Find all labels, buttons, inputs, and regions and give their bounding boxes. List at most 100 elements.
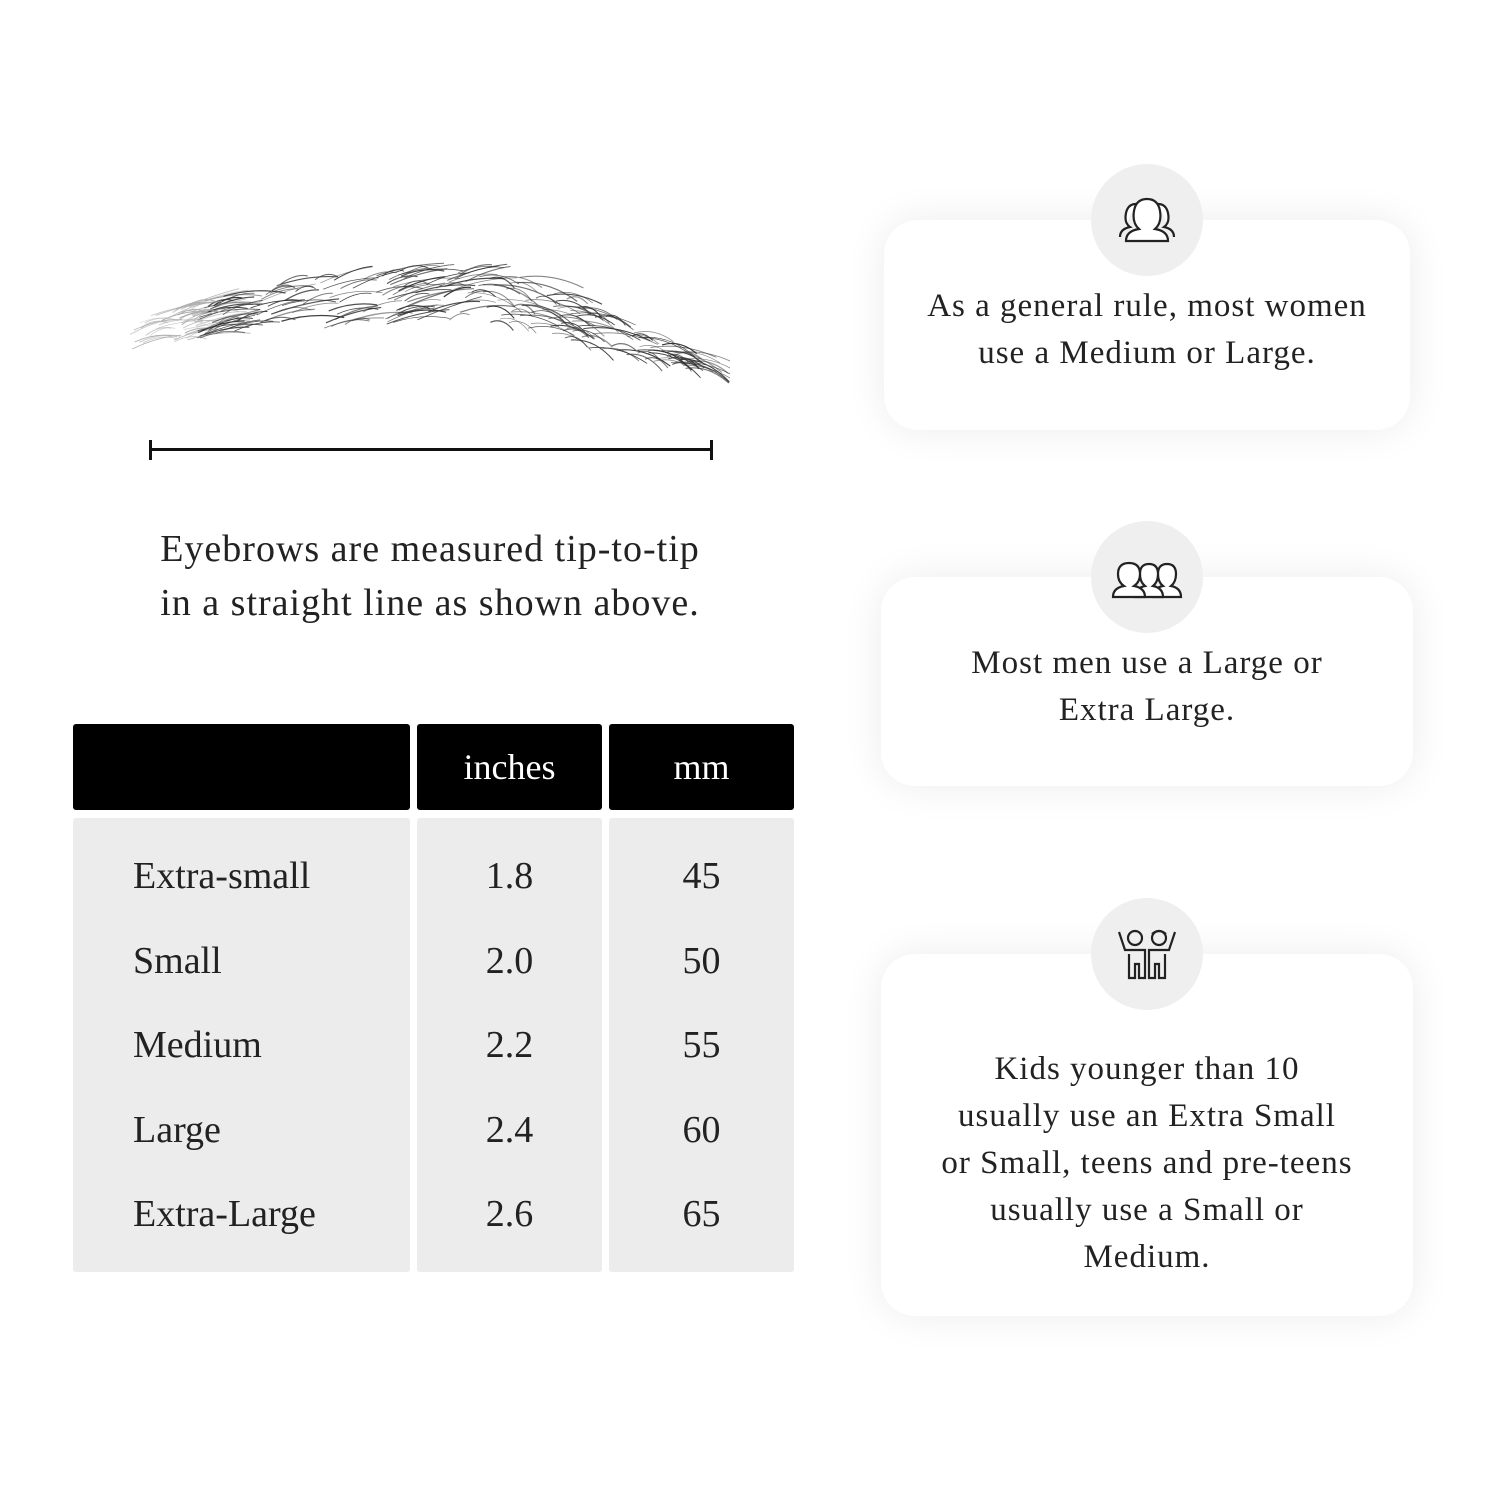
eyebrow-hair — [672, 351, 721, 364]
eyebrow-hair — [570, 312, 636, 326]
eyebrow-hair — [403, 264, 455, 279]
eyebrow-hair — [150, 327, 176, 336]
eyebrow-hair — [197, 299, 263, 321]
eyebrow-hair — [489, 276, 515, 289]
eyebrow-hair — [393, 282, 446, 301]
eyebrow-hair — [397, 268, 464, 276]
eyebrow-hair — [407, 288, 474, 303]
header-inches: inches — [417, 724, 602, 810]
eyebrow-hair — [404, 292, 430, 302]
eyebrow-hair — [471, 289, 496, 298]
eyebrow-hair — [398, 305, 436, 314]
eyebrow-hair — [325, 306, 382, 324]
eyebrow-hair — [530, 322, 578, 340]
eyebrow-hair — [486, 305, 515, 319]
eyebrow-hair — [142, 336, 179, 344]
eyebrow-hair — [459, 304, 516, 313]
eyebrow-hair — [222, 304, 253, 315]
eyebrow-hair — [403, 304, 445, 315]
eyebrow-hair — [454, 277, 517, 290]
cell-mm: 65 — [682, 1193, 721, 1236]
cell-size: Extra-small — [133, 855, 311, 898]
eyebrow-hair — [655, 357, 714, 373]
eyebrow-hair — [179, 311, 204, 321]
eyebrow-hair — [519, 275, 584, 289]
measurement-line-start — [149, 440, 152, 460]
eyebrow-hair — [203, 301, 264, 309]
eyebrow-hair — [638, 337, 701, 363]
eyebrow-hair — [510, 311, 575, 330]
eyebrow-hair — [344, 317, 370, 325]
eyebrow-hair — [546, 293, 603, 305]
tip-text: As a general rule, most women use a Medi… — [927, 288, 1367, 371]
eyebrow-hair — [129, 319, 171, 336]
inches-column: 1.8 2.0 2.2 2.4 2.6 — [417, 818, 602, 1272]
eyebrow-hair — [458, 266, 505, 274]
eyebrow-hair — [320, 266, 373, 284]
icon-circle — [1091, 521, 1203, 633]
eyebrow-hair — [256, 298, 306, 316]
icon-circle — [1091, 164, 1203, 276]
eyebrow-hair — [281, 314, 345, 322]
eyebrow-hair — [234, 321, 281, 332]
eyebrow-hair — [323, 277, 379, 290]
icon-circle — [1091, 898, 1203, 1010]
measurement-line — [150, 448, 712, 451]
eyebrow-hair — [525, 299, 581, 315]
eyebrow-hair — [191, 308, 216, 316]
eyebrow-hair — [508, 321, 537, 334]
eyebrow-hair — [403, 280, 427, 287]
eyebrow-hair — [634, 331, 674, 342]
eyebrow-hair — [527, 326, 575, 336]
eyebrow-hair — [169, 310, 198, 318]
eyebrow-hair — [605, 314, 626, 326]
eyebrow-hair — [553, 305, 604, 321]
eyebrow-hair — [650, 345, 717, 358]
eyebrow-hair — [219, 292, 255, 304]
cell-size: Large — [133, 1108, 221, 1151]
eyebrow-hair — [174, 336, 207, 343]
eyebrow-hair — [140, 320, 168, 329]
eyebrow-hair — [329, 290, 383, 298]
header-size — [73, 724, 410, 810]
cell-inches: 2.4 — [485, 1108, 534, 1151]
eyebrow-hair — [197, 320, 245, 334]
eyebrow-hair — [672, 362, 692, 373]
cell-inches: 1.8 — [485, 855, 534, 898]
measurement-caption: Eyebrows are measured tip-to-tip in a st… — [60, 522, 800, 630]
kids-icon — [1117, 929, 1177, 980]
eyebrow-hair — [570, 339, 614, 361]
caption-line: in a straight line as shown above. — [160, 582, 700, 624]
cell-size: Extra-Large — [133, 1193, 316, 1236]
eyebrow-hair — [386, 275, 418, 285]
eyebrow-hair — [648, 352, 701, 378]
eyebrow-hair — [282, 299, 337, 306]
eyebrow-hair — [199, 319, 261, 337]
eyebrow-hair — [531, 310, 565, 321]
eyebrow-hair — [199, 330, 246, 339]
eyebrow-hair — [392, 282, 430, 296]
eyebrow-hair — [566, 296, 589, 305]
eyebrow-hair — [459, 264, 492, 276]
eyebrow-hair — [404, 284, 443, 292]
eyebrow-hair — [261, 288, 299, 300]
men-group-icon — [1111, 561, 1183, 599]
eyebrow-hair — [572, 320, 634, 341]
eyebrow-hair — [443, 286, 472, 298]
eyebrow-hair — [340, 279, 377, 290]
eyebrow-hair — [511, 308, 533, 317]
eyebrow-hair — [415, 284, 476, 294]
eyebrow-hair — [145, 327, 172, 336]
eyebrow-hair — [218, 316, 241, 323]
eyebrow-hair — [519, 314, 583, 331]
cell-inches: 2.0 — [485, 939, 534, 982]
eyebrow-hair — [156, 320, 218, 329]
eyebrow-hair — [581, 335, 613, 347]
eyebrow-hair — [144, 317, 179, 324]
measurement-line-end — [710, 440, 713, 460]
cell-size: Medium — [133, 1024, 262, 1067]
eyebrow-hair — [521, 304, 568, 326]
eyebrow-hair — [417, 296, 482, 321]
eyebrow-hair — [195, 310, 263, 327]
eyebrow-hair — [292, 302, 339, 314]
